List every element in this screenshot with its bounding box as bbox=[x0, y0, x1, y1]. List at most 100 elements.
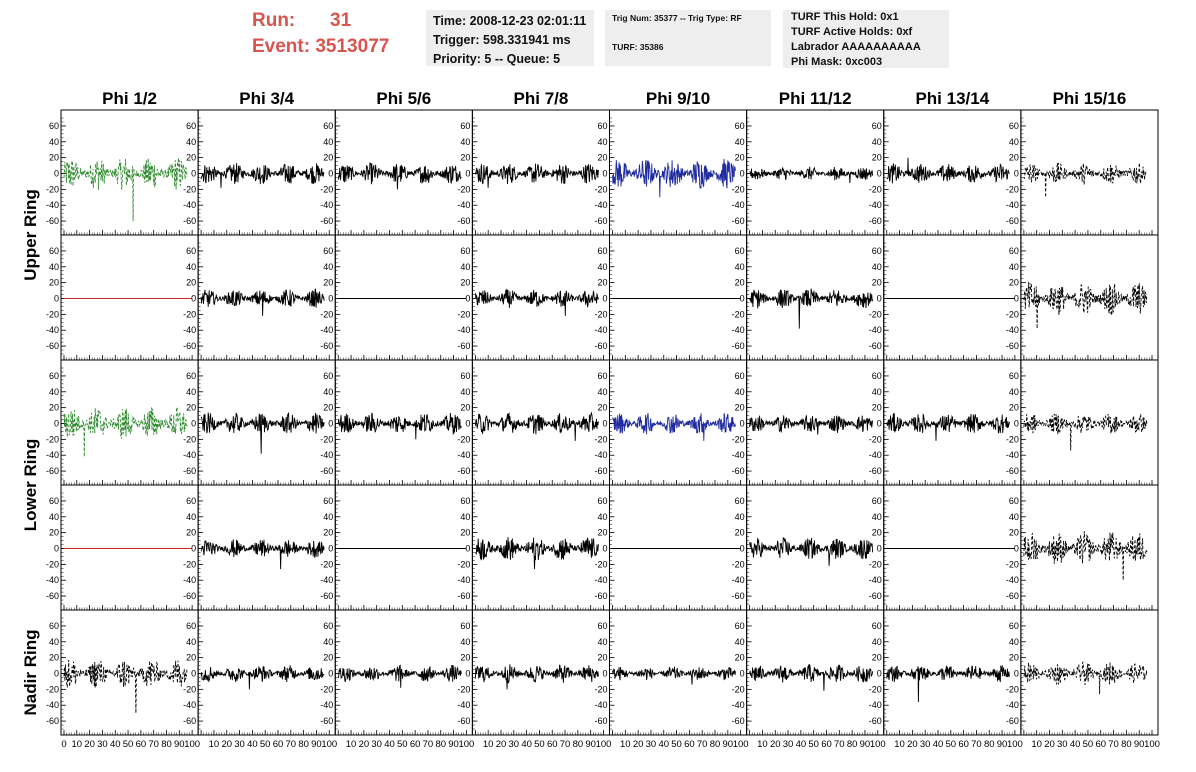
waveform-line bbox=[474, 664, 599, 690]
panel-frame bbox=[334, 484, 473, 611]
y-tick-label: 60 bbox=[597, 621, 607, 631]
x-tick-label: 100 bbox=[733, 739, 749, 750]
y-tick-label: 40 bbox=[597, 387, 607, 397]
y-tick-label: 20 bbox=[186, 653, 196, 663]
column-title: Phi 7/8 bbox=[514, 89, 569, 108]
y-tick-label: -20 bbox=[732, 684, 745, 694]
x-tick-label: 40 bbox=[658, 739, 669, 750]
x-tick-label: 70 bbox=[1108, 739, 1119, 750]
y-tick-label: 60 bbox=[597, 121, 607, 131]
waveform-line bbox=[612, 412, 736, 441]
y-tick-label: 0 bbox=[328, 544, 333, 554]
y-tick-label: -20 bbox=[320, 184, 333, 194]
x-tick-label: 60 bbox=[547, 739, 558, 750]
y-tick-label: -60 bbox=[732, 216, 745, 226]
y-tick-label: 0 bbox=[877, 169, 882, 179]
run-label: Run: bbox=[252, 10, 296, 31]
y-tick-label: 40 bbox=[872, 637, 882, 647]
waveform-line bbox=[200, 412, 325, 454]
x-tick-label: 20 bbox=[496, 739, 507, 750]
x-tick-label: 50 bbox=[1083, 739, 1094, 750]
x-tick-label: 100 bbox=[321, 739, 337, 750]
y-tick-label: 0 bbox=[328, 294, 333, 304]
y-tick-label: 0 bbox=[465, 419, 470, 429]
y-tick-label: -40 bbox=[320, 325, 333, 335]
y-tick-label: 40 bbox=[1009, 137, 1019, 147]
y-tick-label: 20 bbox=[735, 278, 745, 288]
y-tick-label: 60 bbox=[186, 246, 196, 256]
y-tick-label: -20 bbox=[732, 309, 745, 319]
x-tick-label: 20 bbox=[770, 739, 781, 750]
y-tick-label: -60 bbox=[457, 716, 470, 726]
y-tick-label: -60 bbox=[1006, 716, 1019, 726]
y-tick-label: -20 bbox=[594, 184, 607, 194]
y-tick-label: -40 bbox=[869, 575, 882, 585]
x-tick-label: 40 bbox=[384, 739, 395, 750]
x-tick-label: 50 bbox=[534, 739, 545, 750]
x-tick-label: 20 bbox=[359, 739, 370, 750]
waveform-line bbox=[749, 415, 874, 435]
x-tick-label: 100 bbox=[870, 739, 886, 750]
x-tick-label: 70 bbox=[148, 739, 159, 750]
x-tick-label: 40 bbox=[110, 739, 121, 750]
y-tick-label: -20 bbox=[594, 559, 607, 569]
y-tick-label: -20 bbox=[457, 434, 470, 444]
y-tick-label: 0 bbox=[54, 294, 59, 304]
panel-frame bbox=[609, 484, 748, 611]
y-tick-label: -40 bbox=[869, 325, 882, 335]
x-tick-label: 20 bbox=[633, 739, 644, 750]
y-tick-label: 40 bbox=[735, 637, 745, 647]
y-tick-label: -20 bbox=[732, 434, 745, 444]
y-tick-label: -40 bbox=[869, 700, 882, 710]
y-tick-label: -20 bbox=[183, 559, 196, 569]
x-tick-label: 0 bbox=[61, 739, 66, 750]
y-tick-label: -60 bbox=[320, 591, 333, 601]
turf-active-text: TURF Active Holds: 0xf bbox=[791, 26, 913, 38]
x-tick-label: 80 bbox=[1121, 739, 1132, 750]
y-tick-label: -60 bbox=[320, 466, 333, 476]
y-tick-label: 0 bbox=[328, 419, 333, 429]
y-tick-label: 20 bbox=[49, 528, 59, 538]
x-tick-label: 60 bbox=[821, 739, 832, 750]
x-tick-label: 80 bbox=[984, 739, 995, 750]
waveform-line bbox=[886, 665, 1011, 703]
y-tick-label: 20 bbox=[872, 153, 882, 163]
x-tick-label: 90 bbox=[997, 739, 1008, 750]
y-tick-label: 40 bbox=[49, 387, 59, 397]
column-title: Phi 15/16 bbox=[1053, 89, 1127, 108]
x-tick-label: 80 bbox=[161, 739, 172, 750]
y-tick-label: 20 bbox=[872, 403, 882, 413]
y-tick-label: -60 bbox=[46, 466, 59, 476]
x-tick-label: 10 bbox=[72, 739, 83, 750]
y-tick-label: 40 bbox=[872, 262, 882, 272]
waveform-line bbox=[474, 411, 599, 441]
y-tick-label: 40 bbox=[323, 512, 333, 522]
y-tick-label: -60 bbox=[183, 216, 196, 226]
x-tick-label: 10 bbox=[209, 739, 220, 750]
panel-frame bbox=[60, 484, 199, 611]
x-tick-label: 90 bbox=[723, 739, 734, 750]
y-tick-label: 40 bbox=[597, 637, 607, 647]
y-tick-label: 60 bbox=[460, 371, 470, 381]
y-tick-label: -20 bbox=[183, 309, 196, 319]
y-tick-label: 20 bbox=[597, 278, 607, 288]
y-tick-label: -60 bbox=[1006, 591, 1019, 601]
y-tick-label: -20 bbox=[457, 184, 470, 194]
y-tick-label: 20 bbox=[872, 528, 882, 538]
x-tick-label: 70 bbox=[971, 739, 982, 750]
waveform-line bbox=[749, 288, 874, 329]
y-tick-label: 60 bbox=[49, 121, 59, 131]
y-tick-label: 20 bbox=[49, 278, 59, 288]
y-tick-label: 0 bbox=[877, 669, 882, 679]
y-tick-label: -20 bbox=[46, 434, 59, 444]
x-tick-label: 80 bbox=[847, 739, 858, 750]
y-tick-label: -40 bbox=[46, 700, 59, 710]
x-tick-label: 100 bbox=[596, 739, 612, 750]
y-tick-label: -40 bbox=[320, 450, 333, 460]
y-tick-label: 40 bbox=[460, 512, 470, 522]
y-tick-label: -60 bbox=[457, 591, 470, 601]
x-tick-label: 70 bbox=[560, 739, 571, 750]
y-tick-label: 40 bbox=[1009, 512, 1019, 522]
y-tick-label: 20 bbox=[323, 653, 333, 663]
x-tick-label: 60 bbox=[136, 739, 147, 750]
